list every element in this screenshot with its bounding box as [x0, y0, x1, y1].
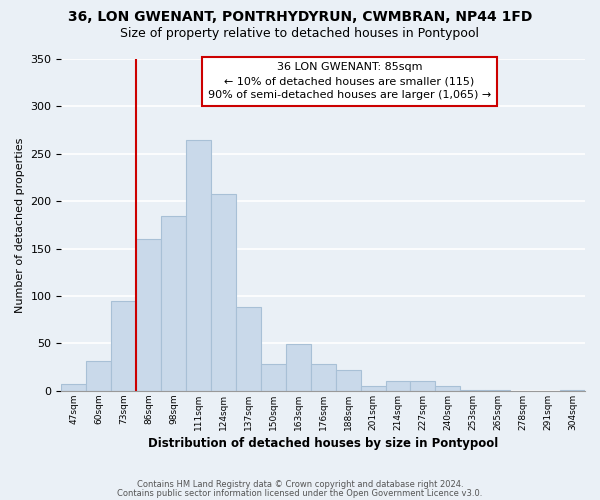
Bar	[560, 390, 585, 391]
Bar	[485, 390, 510, 391]
Text: 36, LON GWENANT, PONTRHYDYRUN, CWMBRAN, NP44 1FD: 36, LON GWENANT, PONTRHYDYRUN, CWMBRAN, …	[68, 10, 532, 24]
Bar	[161, 216, 186, 391]
Bar	[111, 301, 136, 391]
Bar	[236, 306, 261, 391]
Bar	[311, 364, 335, 391]
Bar	[186, 140, 211, 391]
Bar	[460, 390, 485, 391]
Bar	[286, 344, 311, 391]
Bar	[136, 239, 161, 391]
Y-axis label: Number of detached properties: Number of detached properties	[15, 138, 25, 312]
Text: Size of property relative to detached houses in Pontypool: Size of property relative to detached ho…	[121, 28, 479, 40]
Bar	[410, 382, 436, 391]
Bar	[261, 364, 286, 391]
Bar	[386, 382, 410, 391]
Text: Contains public sector information licensed under the Open Government Licence v3: Contains public sector information licen…	[118, 488, 482, 498]
Bar	[436, 386, 460, 391]
Text: 36 LON GWENANT: 85sqm
← 10% of detached houses are smaller (115)
90% of semi-det: 36 LON GWENANT: 85sqm ← 10% of detached …	[208, 62, 491, 100]
Text: Contains HM Land Registry data © Crown copyright and database right 2024.: Contains HM Land Registry data © Crown c…	[137, 480, 463, 489]
X-axis label: Distribution of detached houses by size in Pontypool: Distribution of detached houses by size …	[148, 437, 499, 450]
Bar	[211, 194, 236, 391]
Bar	[86, 360, 111, 391]
Bar	[335, 370, 361, 391]
Bar	[361, 386, 386, 391]
Bar	[61, 384, 86, 391]
